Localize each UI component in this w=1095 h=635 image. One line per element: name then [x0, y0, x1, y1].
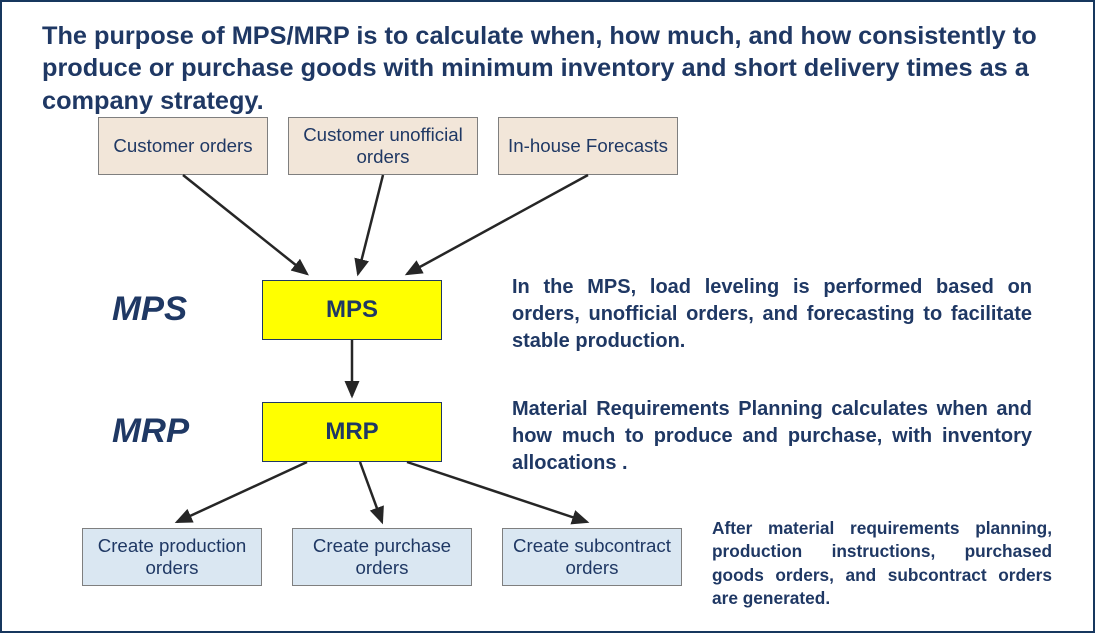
output-description: After material requirements planning, pr…: [712, 517, 1052, 610]
node-create-subcontract-orders: Create subcontract orders: [502, 528, 682, 586]
node-customer-unofficial-orders: Customer unofficial orders: [288, 117, 478, 175]
edge-mrp-to-create_purchase: [360, 462, 382, 522]
mrp-description: Material Requirements Planning calculate…: [512, 396, 1032, 477]
edge-customer_orders-to-mps: [183, 175, 307, 274]
edge-customer_unofficial-to-mps: [358, 175, 383, 274]
side-label-mrp: MRP: [112, 412, 189, 451]
edge-mrp-to-create_production: [177, 462, 307, 522]
node-inhouse-forecasts: In-house Forecasts: [498, 117, 678, 175]
diagram-canvas: The purpose of MPS/MRP is to calculate w…: [0, 0, 1095, 633]
node-customer-orders: Customer orders: [98, 117, 268, 175]
edge-inhouse_forecasts-to-mps: [407, 175, 588, 274]
node-create-production-orders: Create production orders: [82, 528, 262, 586]
side-label-mps: MPS: [112, 290, 187, 329]
node-mps: MPS: [262, 280, 442, 340]
node-mrp: MRP: [262, 402, 442, 462]
node-create-purchase-orders: Create purchase orders: [292, 528, 472, 586]
mps-description: In the MPS, load leveling is performed b…: [512, 274, 1032, 355]
diagram-title: The purpose of MPS/MRP is to calculate w…: [42, 20, 1042, 117]
